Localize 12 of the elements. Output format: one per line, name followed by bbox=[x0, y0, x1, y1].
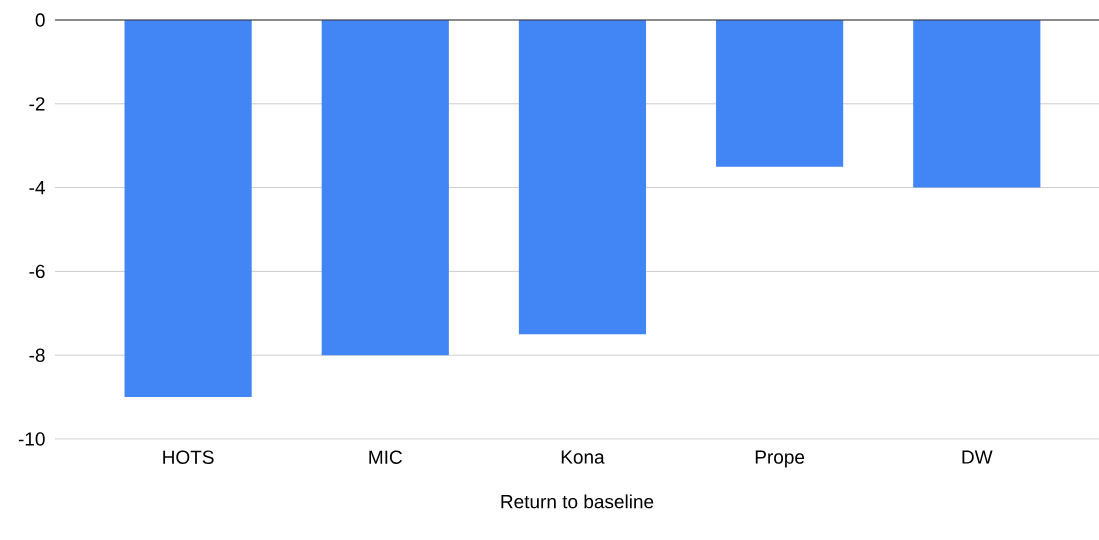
x-axis-title: Return to baseline bbox=[501, 494, 654, 509]
y-tick-label: 0 bbox=[35, 13, 45, 27]
x-tick-label: MIC bbox=[369, 450, 402, 464]
y-tick-label: -6 bbox=[29, 264, 45, 279]
x-tick-label: HOTS bbox=[163, 450, 214, 464]
x-tick-label: Prope bbox=[755, 450, 805, 468]
y-tick-label: -10 bbox=[18, 432, 45, 446]
y-tick-label: -4 bbox=[29, 181, 45, 195]
x-tick-label: DW bbox=[962, 450, 993, 464]
y-tick-label: -2 bbox=[29, 97, 45, 111]
y-tick-label: -8 bbox=[29, 348, 45, 362]
x-tick-label: Kona bbox=[561, 450, 605, 464]
